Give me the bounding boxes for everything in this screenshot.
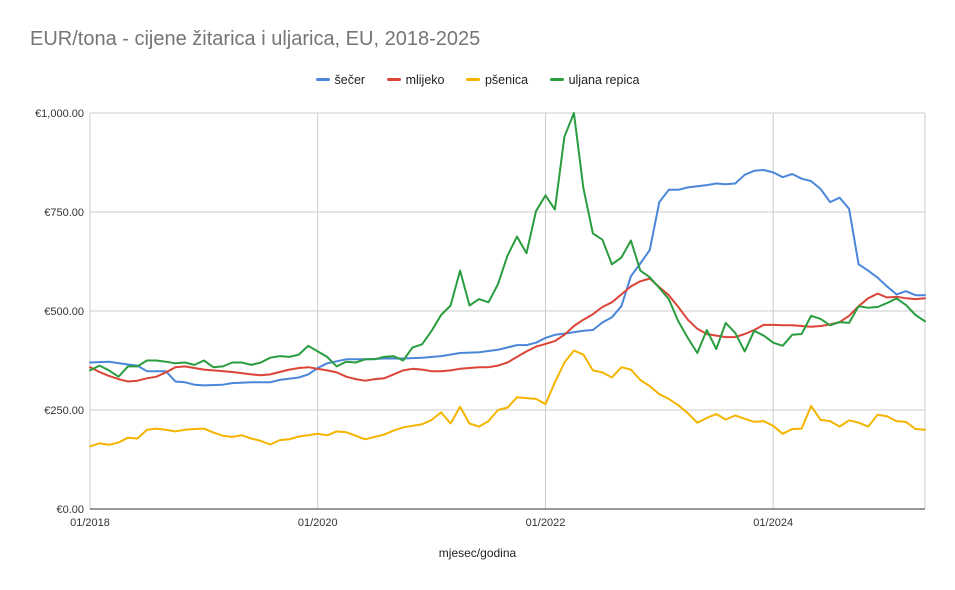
x-tick-label: 01/2024 (753, 517, 793, 529)
axes: €0.00 €250.00 €500.00 €750.00 €1,000.00 01/20… (35, 108, 925, 529)
legend-label-secer: šečer (334, 72, 366, 87)
series-line-1[interactable] (89, 277, 926, 383)
y-tick-label: €250.00 (44, 405, 84, 417)
series-line-3[interactable] (89, 112, 926, 378)
legend-label-mlijeko: mlijeko (405, 72, 445, 87)
y-tick-label: €1,000.00 (35, 108, 84, 120)
gridlines (89, 112, 926, 509)
legend-label-uljana-repica: uljana repica (568, 72, 640, 87)
legend: šečer mlijeko pšenica uljana repica (0, 70, 955, 87)
legend-swatch-uljana-repica (549, 78, 564, 81)
legend-item-psenica[interactable]: pšenica (465, 72, 529, 87)
series-line-2[interactable] (89, 349, 926, 448)
y-tick-label: €0.00 (56, 504, 84, 516)
series-lines (89, 112, 926, 448)
x-tick-label: 01/2020 (298, 517, 338, 529)
chart-title: EUR/tona - cijene žitarica i uljarica, E… (30, 28, 481, 50)
y-tick-label: €500.00 (44, 306, 84, 318)
y-tick-label: €750.00 (44, 207, 84, 219)
legend-label-psenica: pšenica (484, 72, 529, 87)
x-axis-label: mjesec/godina (438, 546, 517, 560)
legend-item-secer[interactable]: šečer (315, 72, 366, 87)
legend-item-mlijeko[interactable]: mlijeko (386, 72, 445, 87)
legend-swatch-secer (315, 78, 330, 81)
x-tick-label: 01/2018 (70, 517, 110, 529)
x-tick-label: 01/2022 (526, 517, 566, 529)
legend-swatch-psenica (465, 78, 480, 81)
series-line-0[interactable] (89, 169, 926, 387)
legend-swatch-mlijeko (386, 78, 401, 81)
legend-item-uljana-repica[interactable]: uljana repica (549, 72, 640, 87)
